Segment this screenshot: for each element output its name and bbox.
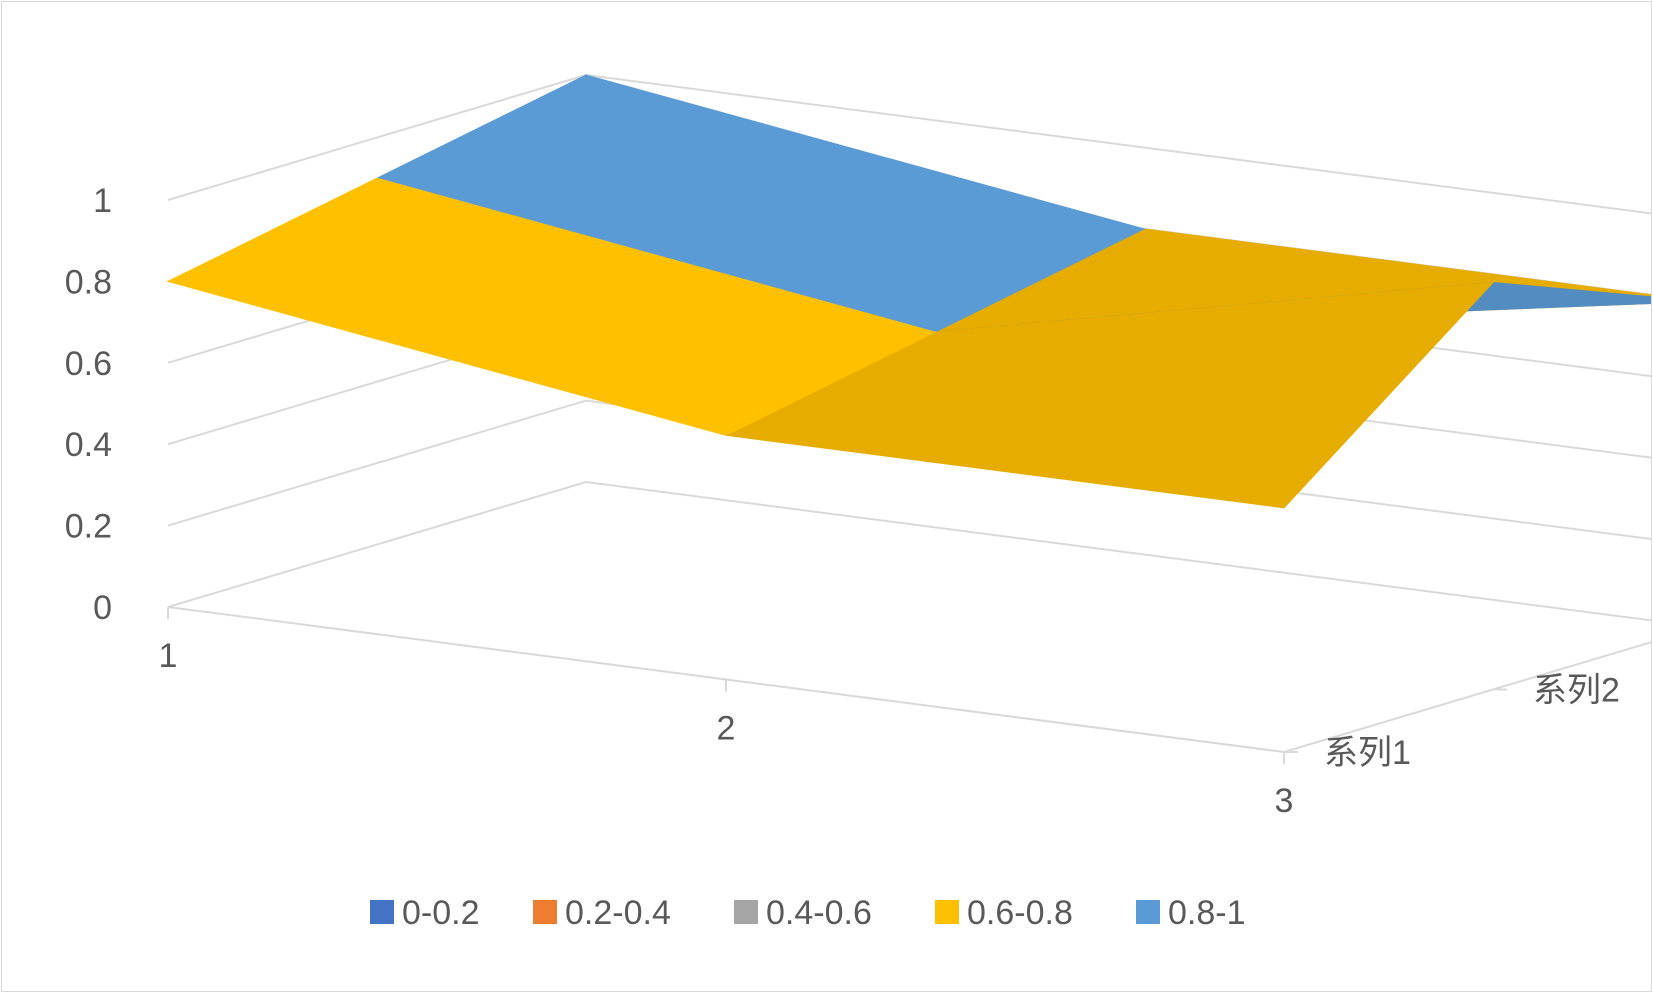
- legend-swatch: [370, 900, 394, 924]
- axes: 00.20.40.60.81123系列1系列2系列3: [65, 182, 1651, 820]
- legend-swatch: [734, 900, 758, 924]
- legend: 0-0.2 0.2-0.4 0.4-0.6 0.6-0.8 0.8-1: [370, 894, 1246, 932]
- gridline-z-1: [167, 399, 1651, 540]
- surface-plot: [166, 74, 1651, 509]
- z-tick-label: 0.8: [65, 263, 112, 301]
- gridline-z-0: [167, 480, 1651, 622]
- z-tick-label: 1: [93, 182, 112, 220]
- legend-label: 0.8-1: [1168, 894, 1246, 932]
- surface-facet: [167, 280, 937, 436]
- depth-tick-label: 系列2: [1533, 672, 1620, 710]
- legend-swatch: [1136, 900, 1160, 924]
- surface-facet: [725, 281, 1495, 509]
- legend-swatch: [935, 900, 959, 924]
- x-tick-label: 3: [1275, 782, 1294, 820]
- depth-tick-label: 系列1: [1324, 734, 1411, 772]
- legend-label: 0.6-0.8: [967, 894, 1073, 932]
- x-tick-label: 2: [717, 710, 736, 748]
- z-tick-label: 0.4: [65, 426, 112, 464]
- z-tick-label: 0: [93, 589, 112, 627]
- z-tick-label: 0.6: [65, 345, 112, 383]
- legend-label: 0.4-0.6: [766, 894, 872, 932]
- legend-label: 0-0.2: [402, 894, 480, 932]
- x-tick-label: 1: [159, 637, 178, 675]
- z-tick-label: 0.2: [65, 508, 112, 546]
- legend-swatch: [533, 900, 557, 924]
- legend-label: 0.2-0.4: [565, 894, 671, 932]
